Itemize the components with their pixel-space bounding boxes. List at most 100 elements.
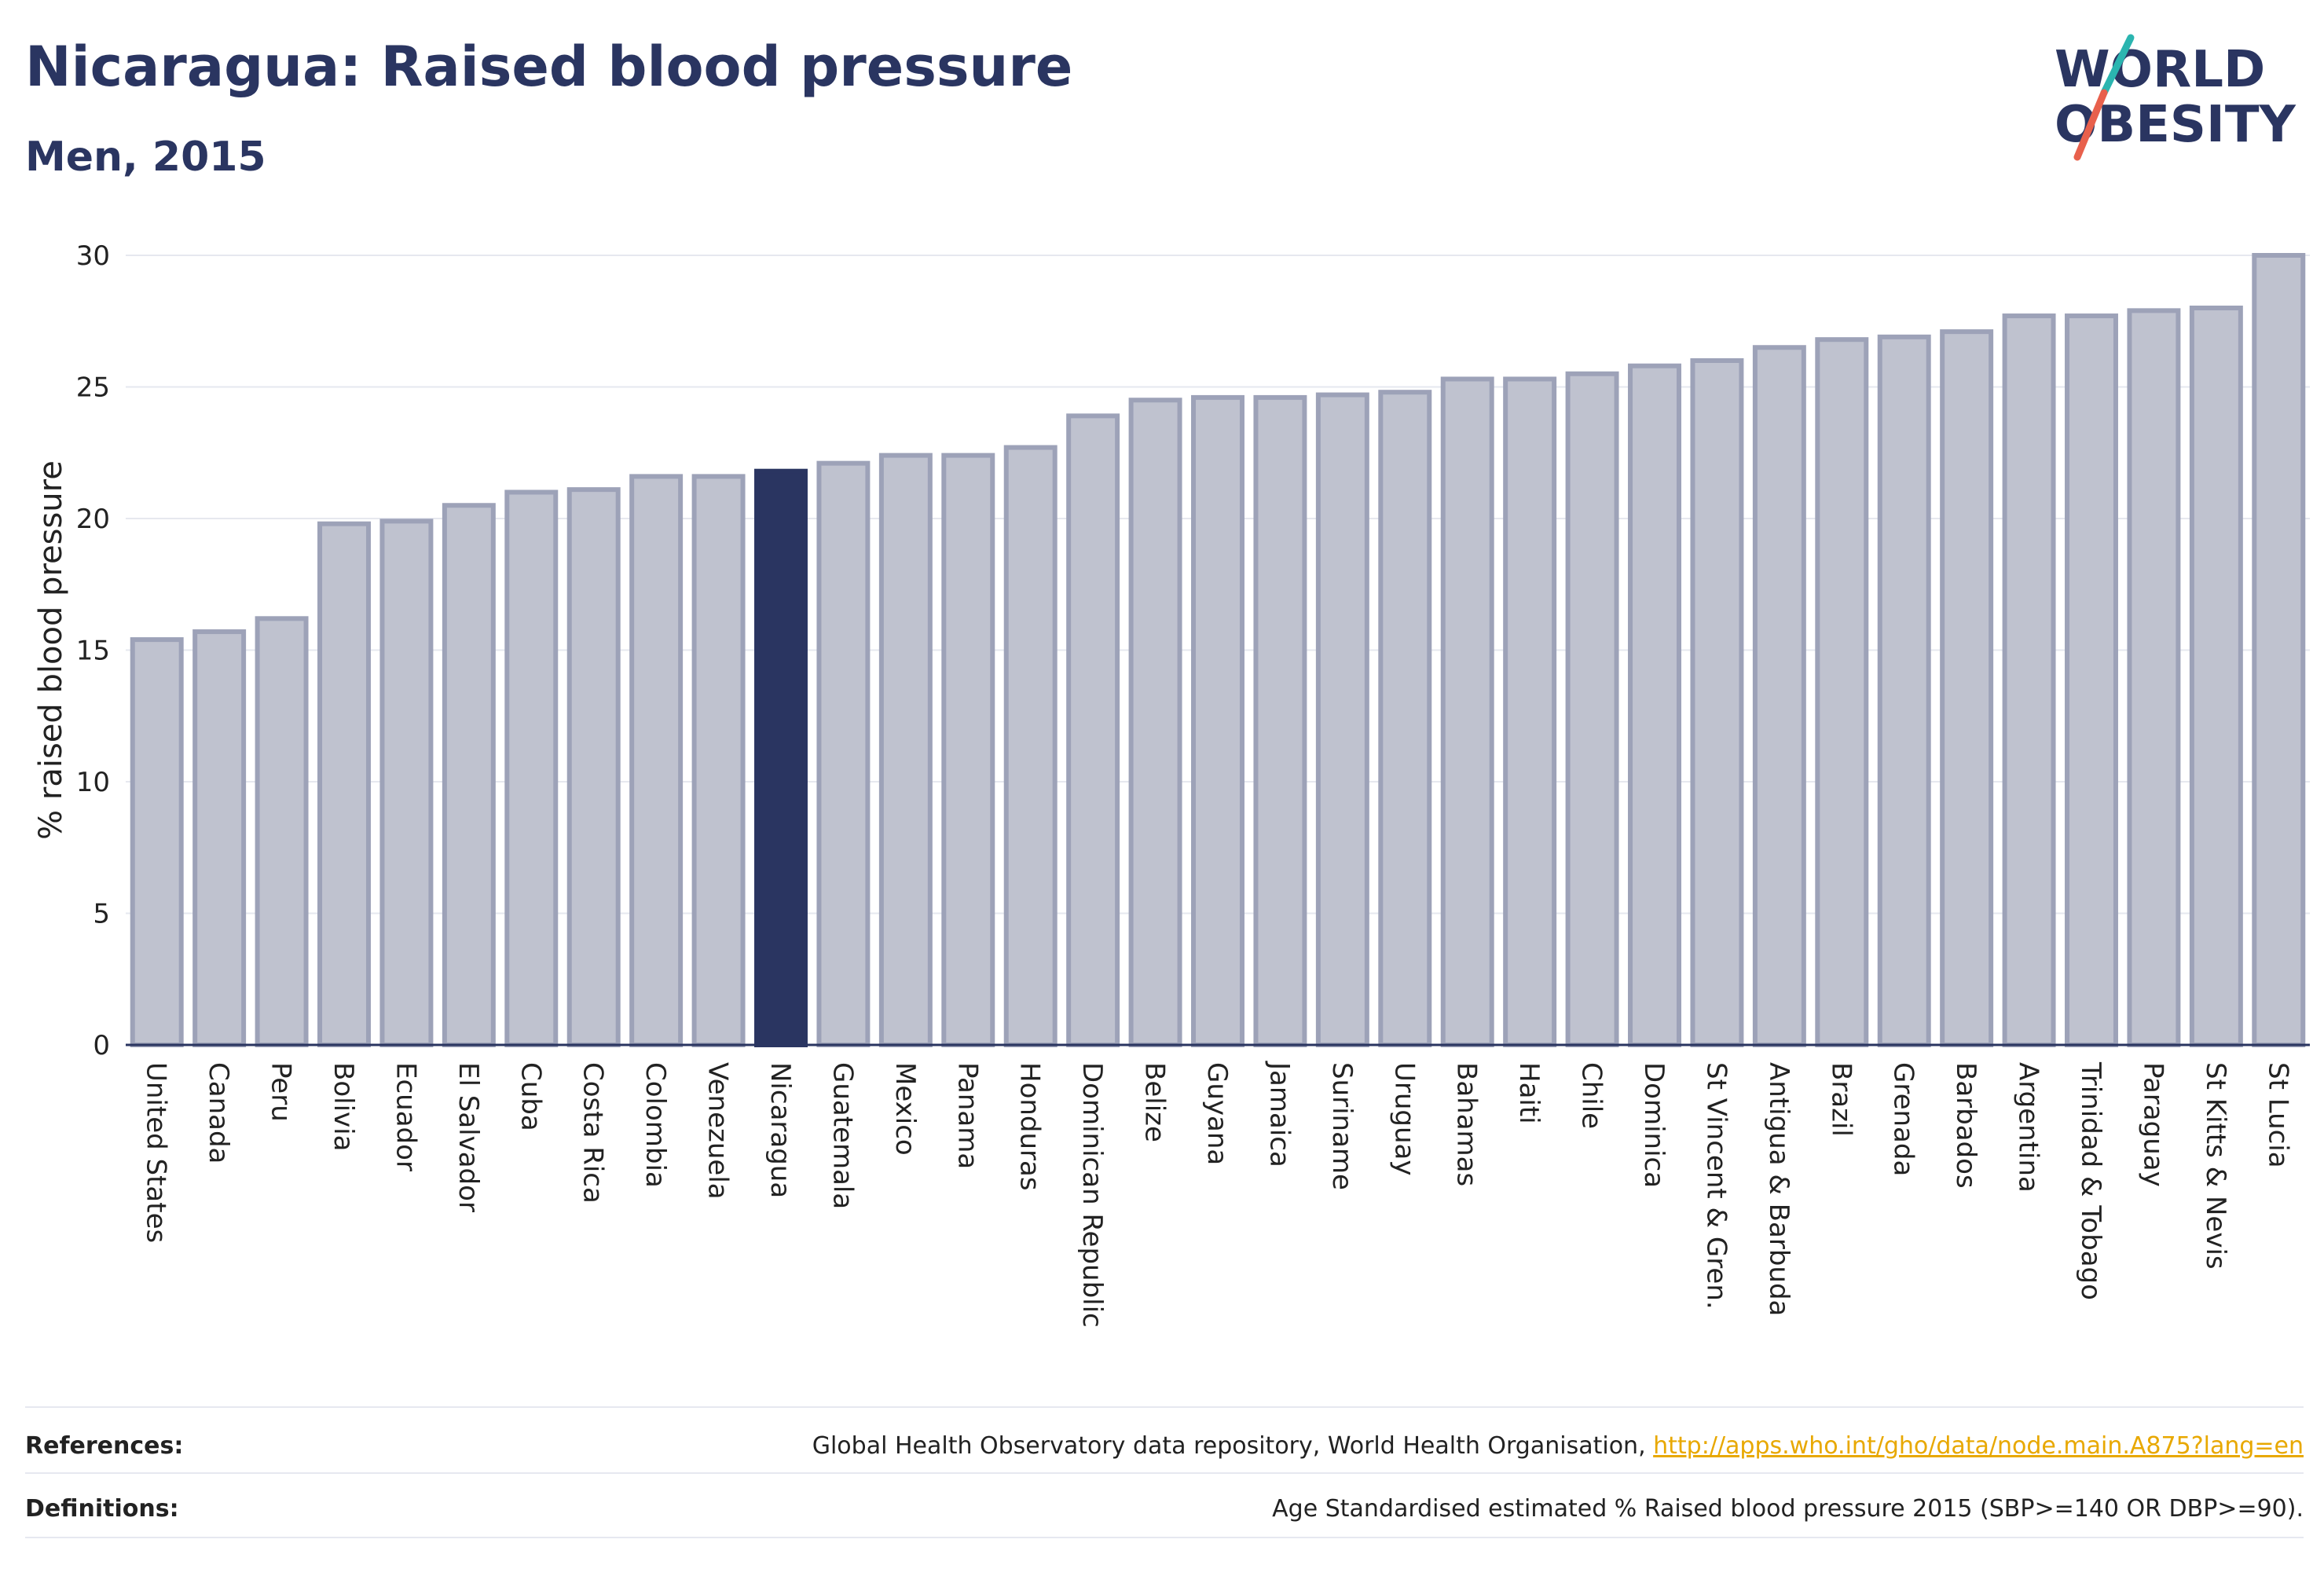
- x-tick-label: Peru: [266, 1062, 297, 1122]
- bar-ecuador[interactable]: [379, 519, 434, 1047]
- bar-dominica[interactable]: [1628, 363, 1681, 1047]
- bar-st-vincent-gren-[interactable]: [1690, 358, 1744, 1047]
- y-tick-label: 0: [93, 1030, 110, 1061]
- x-tick-label: Suriname: [1326, 1062, 1358, 1190]
- x-tick-label: Mexico: [889, 1062, 921, 1156]
- bar-peru[interactable]: [255, 616, 309, 1047]
- x-tick-label: Cuba: [515, 1062, 546, 1131]
- x-tick-label: Haiti: [1513, 1062, 1545, 1124]
- chart-subtitle: Men, 2015: [25, 134, 266, 181]
- bar-dominican-republic[interactable]: [1066, 413, 1120, 1047]
- chart-title: Nicaragua: Raised blood pressure: [25, 35, 1073, 99]
- y-tick-label: 15: [76, 636, 110, 667]
- bar-argentina[interactable]: [2002, 313, 2056, 1047]
- references-label: References:: [25, 1431, 184, 1460]
- footer-divider-middle: [25, 1472, 2304, 1474]
- x-tick-label: Jamaica: [1263, 1061, 1295, 1167]
- bar-chile[interactable]: [1565, 371, 1619, 1047]
- bar-st-kitts-nevis[interactable]: [2189, 306, 2243, 1047]
- x-tick-label: Antigua & Barbuda: [1763, 1062, 1794, 1316]
- bar-guyana[interactable]: [1191, 394, 1244, 1047]
- bar-suriname[interactable]: [1315, 392, 1369, 1047]
- world-obesity-logo: WORLD OBESITY: [2055, 34, 2296, 161]
- x-tick-label: Canada: [203, 1062, 234, 1164]
- bar-belize[interactable]: [1128, 398, 1182, 1047]
- x-tick-label: St Vincent & Gren.: [1700, 1062, 1732, 1310]
- bar-honduras[interactable]: [1003, 445, 1058, 1047]
- bar-haiti[interactable]: [1503, 376, 1557, 1047]
- y-tick-label: 20: [76, 504, 110, 535]
- x-tick-label: United States: [141, 1062, 172, 1243]
- x-tick-label: Chile: [1576, 1062, 1607, 1129]
- references-row: References: Global Health Observatory da…: [25, 1414, 2304, 1477]
- x-tick-label: Dominica: [1638, 1062, 1670, 1188]
- x-tick-label: Argentina: [2013, 1062, 2044, 1193]
- references-link[interactable]: http://apps.who.int/gho/data/node.main.A…: [1653, 1431, 2304, 1460]
- logo-slash-bottom: [2073, 89, 2108, 161]
- x-tick-label: Grenada: [1888, 1062, 1919, 1176]
- footer-divider-top: [25, 1406, 2304, 1408]
- x-tick-label: St Kitts & Nevis: [2200, 1062, 2231, 1270]
- bar-mexico[interactable]: [878, 453, 933, 1047]
- bars: [130, 253, 2306, 1048]
- bar-barbados[interactable]: [1940, 329, 1994, 1047]
- references-content: Global Health Observatory data repositor…: [812, 1432, 2304, 1460]
- bar-uruguay[interactable]: [1378, 390, 1432, 1047]
- logo-line1: WORLD: [2055, 41, 2265, 99]
- x-tick-label: Dominican Republic: [1076, 1062, 1108, 1328]
- bar-colombia[interactable]: [629, 474, 684, 1047]
- x-tick-label: Barbados: [1950, 1062, 1981, 1189]
- bar-bolivia[interactable]: [317, 521, 371, 1047]
- x-tick-label: Trinidad & Tobago: [2075, 1061, 2106, 1300]
- definitions-text: Age Standardised estimated % Raised bloo…: [1272, 1494, 2304, 1523]
- bar-antigua-barbuda[interactable]: [1752, 345, 1806, 1047]
- x-tick-label: Venezuela: [702, 1062, 734, 1200]
- bar-cuba[interactable]: [504, 489, 559, 1047]
- x-tick-label: Brazil: [1825, 1062, 1857, 1137]
- x-tick-label: Nicaragua: [764, 1062, 796, 1198]
- x-tick-label: Belize: [1139, 1062, 1171, 1142]
- bar-trinidad-tobago[interactable]: [2065, 313, 2118, 1047]
- bar-guatemala[interactable]: [816, 460, 871, 1047]
- y-axis-ticks: 0 5 10 15 20 25 30: [76, 240, 110, 1061]
- x-tick-label: Guyana: [1201, 1062, 1233, 1165]
- x-tick-label: Paraguay: [2137, 1062, 2168, 1187]
- y-tick-label: 10: [76, 767, 110, 798]
- x-tick-label: Panama: [951, 1062, 983, 1169]
- x-tick-label: El Salvador: [453, 1062, 484, 1212]
- bar-nicaragua[interactable]: [754, 468, 808, 1047]
- bar-grenada[interactable]: [1877, 334, 1931, 1048]
- y-axis-label: % raised blood pressure: [33, 460, 69, 840]
- bar-el-salvador[interactable]: [442, 503, 496, 1047]
- x-tick-label: Costa Rica: [577, 1062, 609, 1204]
- x-tick-label: Bolivia: [328, 1062, 359, 1151]
- x-tick-label: Guatemala: [827, 1062, 858, 1209]
- bar-jamaica[interactable]: [1253, 394, 1307, 1047]
- x-tick-label: St Lucia: [2262, 1062, 2293, 1168]
- definitions-label: Definitions:: [25, 1494, 179, 1523]
- bar-united-states[interactable]: [130, 637, 184, 1047]
- y-tick-label: 30: [76, 240, 110, 272]
- x-tick-label: Colombia: [640, 1062, 671, 1188]
- footer-divider-bottom: [25, 1537, 2304, 1538]
- bar-chart: 0 5 10 15 20 25 30 United States Canada Peru Boli…: [33, 240, 2310, 1328]
- bar-panama[interactable]: [941, 453, 995, 1047]
- y-tick-label: 5: [93, 899, 110, 930]
- x-tick-label: Bahamas: [1451, 1062, 1483, 1186]
- x-tick-label: Uruguay: [1388, 1062, 1420, 1176]
- bar-bahamas[interactable]: [1440, 376, 1494, 1047]
- logo-slash-top: [2100, 34, 2135, 97]
- bar-st-lucia[interactable]: [2252, 253, 2306, 1047]
- references-text: Global Health Observatory data repositor…: [812, 1431, 1654, 1460]
- bar-venezuela[interactable]: [691, 474, 746, 1047]
- bar-costa-rica[interactable]: [566, 487, 621, 1047]
- x-tick-label: Ecuador: [390, 1062, 421, 1171]
- definitions-row: Definitions: Age Standardised estimated …: [25, 1477, 2304, 1540]
- y-tick-label: 25: [76, 372, 110, 404]
- x-axis-labels: United States Canada Peru Bolivia Ecuador El …: [141, 1061, 2294, 1328]
- x-tick-label: Honduras: [1014, 1062, 1046, 1191]
- logo-line2: OBESITY: [2055, 96, 2296, 154]
- bar-brazil[interactable]: [1815, 337, 1869, 1047]
- bar-canada[interactable]: [192, 629, 247, 1047]
- bar-paraguay[interactable]: [2127, 308, 2181, 1048]
